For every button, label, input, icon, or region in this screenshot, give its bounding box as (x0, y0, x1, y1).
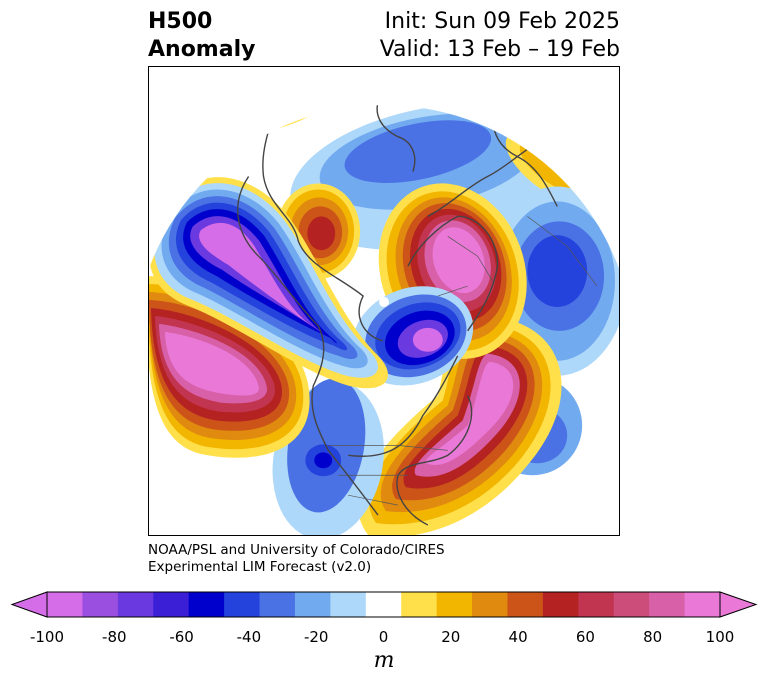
colorbar-tick-label: 0 (378, 628, 389, 646)
colorbar-unit: m (373, 648, 395, 673)
colorbar-swatch (472, 592, 508, 617)
colorbar-tick-label: 60 (575, 628, 595, 646)
colorbar-swatch (436, 592, 473, 617)
colorbar-tick-label: 80 (643, 628, 663, 646)
positive-anomaly-atlantic (357, 315, 562, 535)
colorbar-swatch (649, 592, 686, 617)
chart-title-left: H500 Anomaly (148, 8, 255, 64)
colorbar-swatch (330, 592, 367, 617)
colorbar-swatch (578, 592, 615, 617)
negative-anomaly-hudson (352, 286, 474, 386)
colorbar-tick-label: 20 (441, 628, 461, 646)
anomaly-map (148, 66, 620, 536)
colorbar-swatch (401, 592, 438, 617)
colorbar: -100 -80 -60 -40 -20 0 20 40 60 80 100 m (0, 588, 768, 686)
valid-range: Valid: 13 Feb – 19 Feb (379, 37, 620, 62)
colorbar-swatch (82, 592, 119, 617)
title-variable: H500 (148, 9, 213, 34)
positive-anomaly-east-pacific (149, 276, 310, 458)
colorbar-swatch (259, 592, 296, 617)
colorbar-swatch (542, 592, 579, 617)
colorbar-tick-label: 40 (508, 628, 528, 646)
chart-title-right: Init: Sun 09 Feb 2025 Valid: 13 Feb – 19… (380, 8, 620, 64)
credit-text: NOAA/PSL and University of Colorado/CIRE… (148, 542, 445, 576)
colorbar-swatch (188, 592, 225, 617)
colorbar-swatch (153, 592, 190, 617)
map-canvas (149, 104, 619, 535)
colorbar-swatch (507, 592, 544, 617)
colorbar-tick-label: -20 (303, 628, 329, 646)
init-date: Init: Sun 09 Feb 2025 (384, 9, 620, 34)
coastlines (237, 104, 618, 526)
colorbar-swatch (294, 592, 331, 617)
colorbar-swatch (613, 592, 650, 617)
colorbar-under-arrow (10, 591, 48, 618)
colorbar-swatch (117, 592, 154, 617)
colorbar-tick-label: -60 (169, 628, 194, 646)
credit-line-1: NOAA/PSL and University of Colorado/CIRE… (148, 542, 445, 558)
colorbar-tick-label: -40 (236, 628, 262, 646)
colorbar-tick-label: 100 (705, 628, 735, 646)
colorbar-swatch (684, 592, 721, 617)
colorbar-swatch (365, 592, 402, 617)
colorbar-border (46, 591, 721, 618)
colorbar-scale (10, 591, 758, 618)
colorbar-swatch (47, 592, 83, 617)
pole-marker (379, 297, 389, 307)
colorbar-swatch (224, 592, 261, 617)
title-type: Anomaly (148, 37, 256, 62)
colorbar-over-arrow (719, 591, 758, 618)
anomaly-field (149, 104, 619, 535)
credit-line-2: Experimental LIM Forecast (v2.0) (148, 559, 372, 575)
colorbar-tick-label: -80 (102, 628, 127, 646)
colorbar-tick-label: -100 (29, 628, 65, 646)
negative-anomaly-north-pacific (149, 177, 388, 389)
